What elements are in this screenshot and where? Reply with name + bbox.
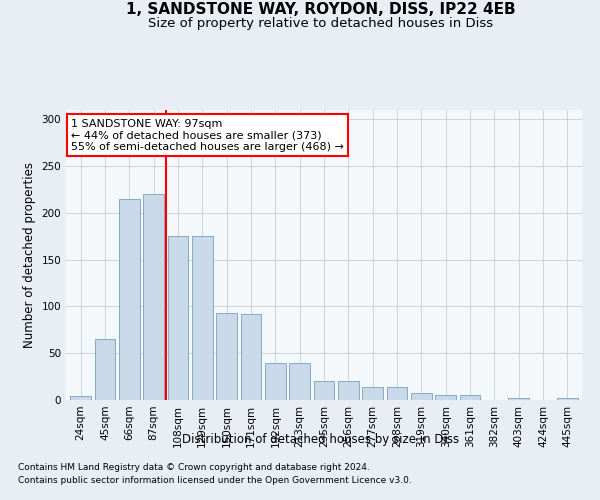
Text: Contains public sector information licensed under the Open Government Licence v3: Contains public sector information licen…	[18, 476, 412, 485]
Bar	[119, 199, 140, 400]
Y-axis label: Number of detached properties: Number of detached properties	[23, 162, 36, 348]
Bar	[265, 362, 286, 400]
Text: Contains HM Land Registry data © Crown copyright and database right 2024.: Contains HM Land Registry data © Crown c…	[18, 462, 370, 471]
Bar	[362, 387, 383, 400]
Bar	[143, 194, 164, 400]
Text: 1 SANDSTONE WAY: 97sqm
← 44% of detached houses are smaller (373)
55% of semi-de: 1 SANDSTONE WAY: 97sqm ← 44% of detached…	[71, 118, 344, 152]
Bar	[216, 313, 237, 400]
Bar	[192, 236, 212, 400]
Bar	[557, 398, 578, 400]
Bar	[460, 396, 481, 400]
Bar	[314, 382, 334, 400]
Bar	[411, 394, 432, 400]
Bar	[508, 398, 529, 400]
Bar	[241, 314, 262, 400]
Text: Size of property relative to detached houses in Diss: Size of property relative to detached ho…	[148, 18, 494, 30]
Text: 1, SANDSTONE WAY, ROYDON, DISS, IP22 4EB: 1, SANDSTONE WAY, ROYDON, DISS, IP22 4EB	[126, 2, 516, 18]
Bar	[167, 236, 188, 400]
Bar	[338, 382, 359, 400]
Bar	[386, 387, 407, 400]
Text: Distribution of detached houses by size in Diss: Distribution of detached houses by size …	[182, 432, 460, 446]
Bar	[95, 339, 115, 400]
Bar	[289, 362, 310, 400]
Bar	[436, 396, 456, 400]
Bar	[70, 396, 91, 400]
